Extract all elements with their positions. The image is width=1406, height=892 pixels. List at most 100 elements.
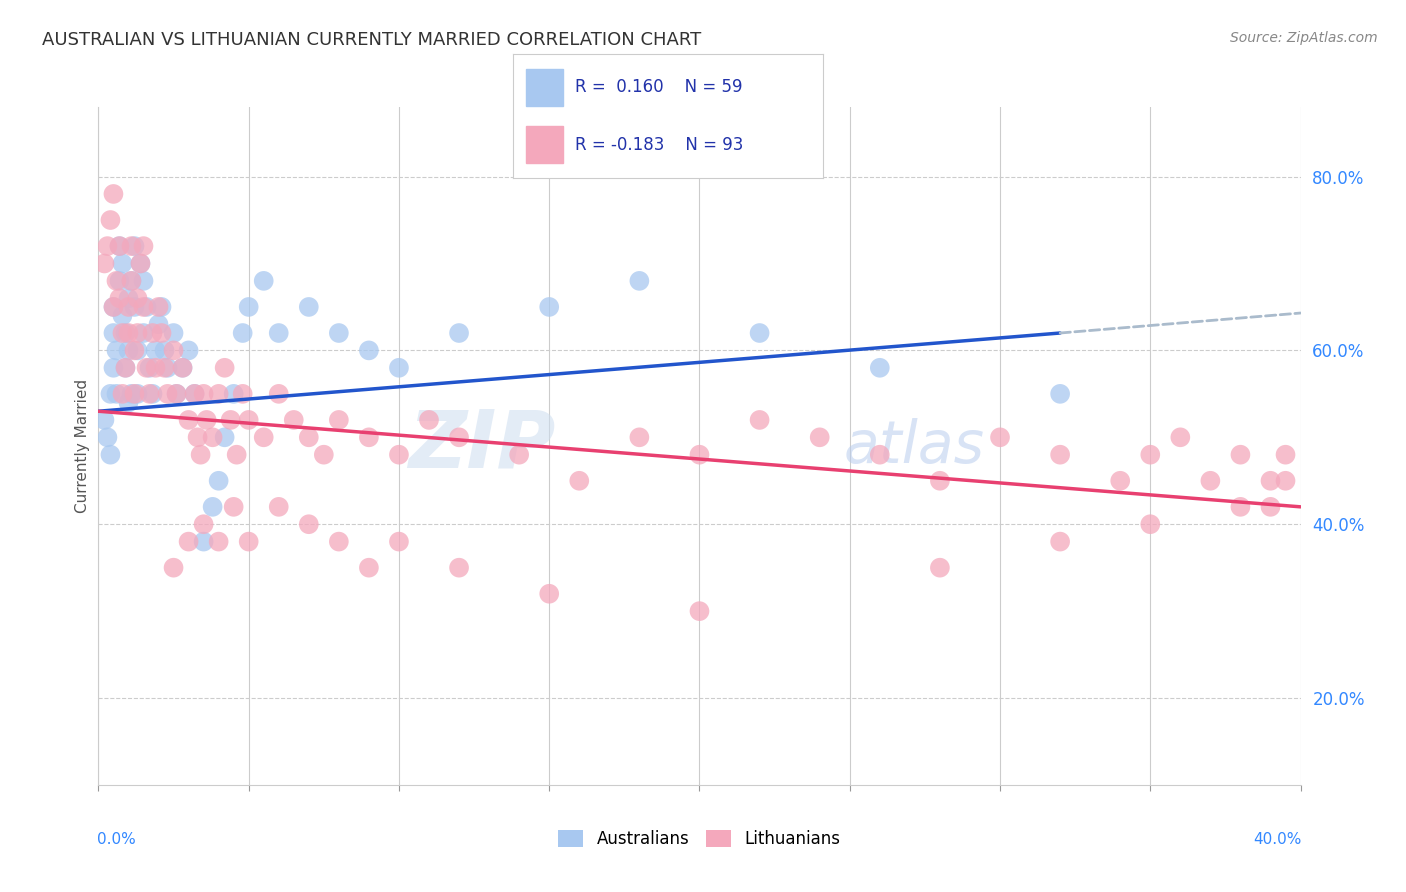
Point bbox=[214, 430, 236, 444]
Point bbox=[96, 430, 118, 444]
Point bbox=[628, 430, 651, 444]
Point bbox=[166, 387, 188, 401]
Point bbox=[127, 343, 149, 358]
Point bbox=[183, 387, 205, 401]
Point bbox=[127, 291, 149, 305]
Point bbox=[111, 309, 134, 323]
Point bbox=[117, 291, 139, 305]
Point bbox=[328, 326, 350, 340]
Point bbox=[195, 413, 218, 427]
Point bbox=[1274, 448, 1296, 462]
Point bbox=[121, 239, 143, 253]
Point bbox=[108, 274, 131, 288]
Point bbox=[141, 326, 163, 340]
Point bbox=[869, 360, 891, 375]
Point bbox=[808, 430, 831, 444]
Point bbox=[100, 387, 122, 401]
Point bbox=[135, 360, 157, 375]
Point bbox=[328, 534, 350, 549]
Point bbox=[232, 326, 254, 340]
Point bbox=[208, 474, 231, 488]
Text: AUSTRALIAN VS LITHUANIAN CURRENTLY MARRIED CORRELATION CHART: AUSTRALIAN VS LITHUANIAN CURRENTLY MARRI… bbox=[42, 31, 702, 49]
Point bbox=[222, 387, 245, 401]
Point bbox=[124, 343, 146, 358]
Point bbox=[124, 239, 146, 253]
Point bbox=[129, 256, 152, 270]
Point bbox=[298, 517, 321, 532]
Point bbox=[108, 291, 131, 305]
Point bbox=[388, 360, 411, 375]
Point bbox=[124, 387, 146, 401]
Legend: Australians, Lithuanians: Australians, Lithuanians bbox=[551, 823, 848, 855]
Text: 40.0%: 40.0% bbox=[1253, 832, 1302, 847]
Point bbox=[103, 186, 125, 201]
Point bbox=[111, 256, 134, 270]
Point bbox=[156, 387, 179, 401]
Point bbox=[929, 560, 952, 574]
Point bbox=[150, 300, 173, 314]
Point bbox=[929, 474, 952, 488]
Point bbox=[1139, 448, 1161, 462]
Point bbox=[193, 387, 215, 401]
Point bbox=[238, 300, 260, 314]
Point bbox=[127, 387, 149, 401]
Point bbox=[138, 387, 160, 401]
Point bbox=[121, 274, 143, 288]
Point bbox=[162, 343, 184, 358]
Point bbox=[357, 430, 380, 444]
Point bbox=[135, 300, 157, 314]
Text: R = -0.183    N = 93: R = -0.183 N = 93 bbox=[575, 136, 744, 153]
Point bbox=[96, 239, 118, 253]
Point bbox=[105, 387, 128, 401]
Point bbox=[232, 387, 254, 401]
Text: atlas: atlas bbox=[844, 417, 984, 475]
Point bbox=[1199, 474, 1222, 488]
Point bbox=[357, 343, 380, 358]
Point bbox=[93, 413, 115, 427]
Point bbox=[253, 430, 276, 444]
Point bbox=[1229, 500, 1251, 514]
Point bbox=[869, 448, 891, 462]
Point bbox=[447, 326, 470, 340]
Point bbox=[103, 300, 125, 314]
Point bbox=[100, 448, 122, 462]
Point bbox=[1260, 474, 1282, 488]
Point bbox=[177, 534, 200, 549]
Point bbox=[132, 239, 155, 253]
Point bbox=[298, 300, 321, 314]
Bar bbox=[526, 126, 562, 163]
Point bbox=[162, 326, 184, 340]
Point bbox=[418, 413, 440, 427]
Point bbox=[689, 448, 711, 462]
Point bbox=[208, 387, 231, 401]
Point bbox=[132, 326, 155, 340]
Text: 0.0%: 0.0% bbox=[97, 832, 136, 847]
Point bbox=[156, 360, 179, 375]
Point bbox=[114, 360, 136, 375]
Point bbox=[298, 430, 321, 444]
Y-axis label: Currently Married: Currently Married bbox=[75, 379, 90, 513]
Point bbox=[225, 448, 247, 462]
Point bbox=[748, 413, 770, 427]
Point bbox=[193, 517, 215, 532]
Point bbox=[124, 300, 146, 314]
Point bbox=[447, 560, 470, 574]
Point bbox=[328, 413, 350, 427]
Point bbox=[183, 387, 205, 401]
Point bbox=[153, 360, 176, 375]
Point bbox=[117, 326, 139, 340]
Point bbox=[1229, 448, 1251, 462]
Point bbox=[193, 534, 215, 549]
Point bbox=[117, 343, 139, 358]
Point bbox=[117, 300, 139, 314]
Point bbox=[138, 360, 160, 375]
Point bbox=[148, 318, 170, 332]
Point bbox=[214, 360, 236, 375]
Point bbox=[172, 360, 194, 375]
Point bbox=[1139, 517, 1161, 532]
Point bbox=[100, 213, 122, 227]
Point bbox=[132, 300, 155, 314]
Point bbox=[162, 560, 184, 574]
Text: R =  0.160    N = 59: R = 0.160 N = 59 bbox=[575, 78, 742, 96]
Point bbox=[148, 300, 170, 314]
